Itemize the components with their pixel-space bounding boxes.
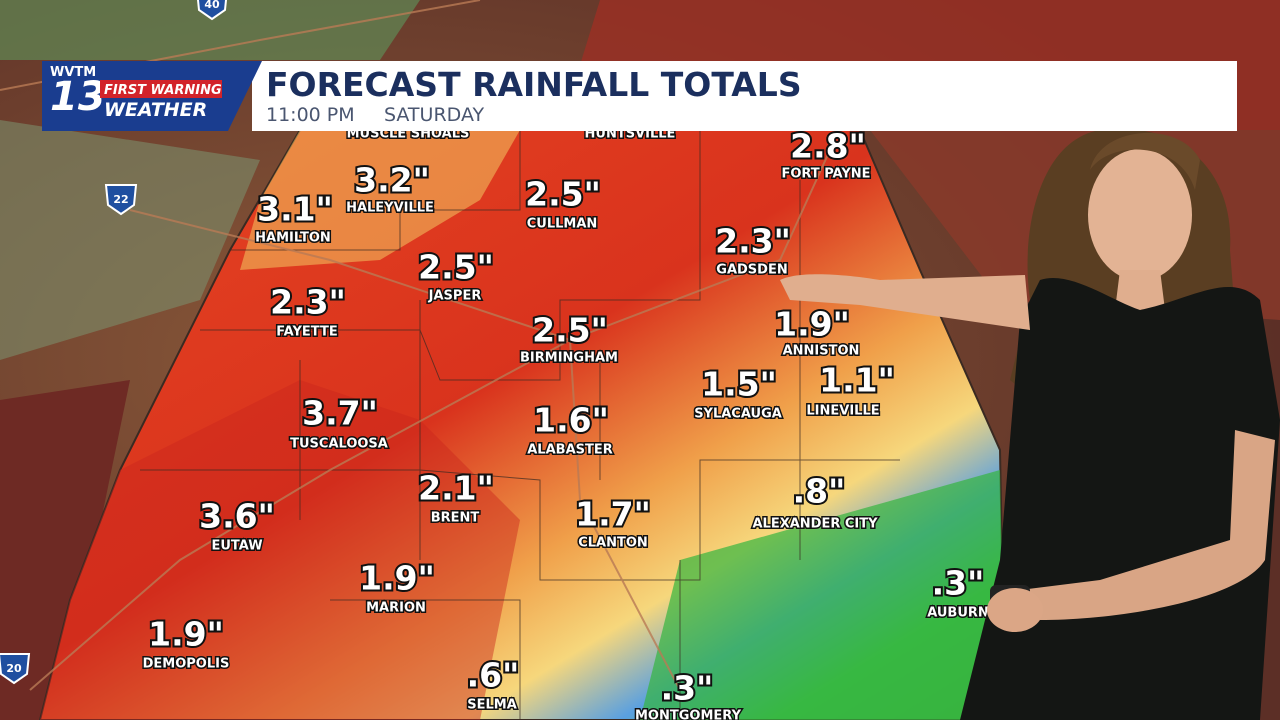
rainfall-amount: .8" — [793, 472, 846, 511]
city-name: BIRMINGHAM — [520, 351, 618, 366]
city-name: LINEVILLE — [806, 404, 879, 419]
rainfall-amount: 2.1" — [418, 469, 494, 508]
city-labels: MUSCLE SHOALS HUNTSVILLE 2.8"FORT PAYNE3.2… — [141, 125, 990, 720]
channel-number: 13 — [50, 74, 106, 120]
rainfall-amount: .3" — [932, 564, 985, 603]
city-name: ALABASTER — [527, 443, 613, 458]
shield — [0, 653, 31, 685]
highway-number: 40 — [204, 0, 220, 11]
brand-tag — [100, 80, 222, 98]
title-bar — [252, 61, 1237, 131]
city-name: MONTGOMERY — [635, 709, 742, 720]
presenter — [780, 128, 1280, 720]
city-name: GADSDEN — [716, 263, 787, 278]
rainfall-amount: 1.9" — [359, 559, 435, 598]
city-name: FORT PAYNE — [781, 167, 870, 182]
rainfall-amount: 2.3" — [715, 222, 791, 261]
rainfall-amount: 2.3" — [270, 283, 346, 322]
rainfall-amount: 2.5" — [525, 175, 601, 214]
brand-top: FIRST WARNING — [104, 83, 222, 98]
city-name: CULLMAN — [527, 217, 598, 232]
city-name: HALEYVILLE — [346, 201, 434, 216]
city-name: CLANTON — [578, 536, 648, 551]
city-name: SYLACAUGA — [694, 407, 782, 422]
city-name: TUSCALOOSA — [290, 437, 388, 452]
rainfall-amount: 1.9" — [148, 615, 224, 654]
day: SATURDAY — [384, 104, 484, 126]
rainfall-amount: 2.5" — [532, 311, 608, 350]
time: 11:00 PM — [266, 104, 355, 126]
rain-shading — [640, 470, 1005, 720]
title: FORECAST RAINFALL TOTALS — [266, 65, 802, 104]
shield — [196, 0, 228, 21]
shield — [104, 184, 138, 216]
rainfall-amount: .3" — [661, 669, 714, 708]
highway-number: 22 — [113, 193, 128, 206]
surrounding-rain — [0, 0, 420, 60]
city-name: EUTAW — [211, 539, 262, 554]
city-name: DEMOPOLIS — [143, 657, 230, 672]
rain-shading — [40, 380, 520, 720]
surrounding-rain — [0, 120, 260, 360]
rainfall-amount: 1.6" — [533, 401, 609, 440]
rain-shading — [240, 130, 520, 270]
city-name: BRENT — [431, 511, 480, 526]
rainfall-amount: .6" — [467, 656, 520, 695]
city-name: ALEXANDER CITY — [752, 517, 878, 532]
rainfall-amount: 1.5" — [701, 365, 777, 404]
city-name: MARION — [366, 601, 426, 616]
rainfall-amount: 3.6" — [199, 497, 275, 536]
rainfall-amount: 2.8" — [790, 127, 866, 166]
surrounding-rain — [0, 380, 130, 720]
rainfall-amount: 1.1" — [819, 361, 895, 400]
rainfall-amount: 2.5" — [418, 248, 494, 287]
city-name: HAMILTON — [255, 231, 331, 246]
highway-number: 20 — [6, 662, 22, 675]
station-name: WVTM — [50, 65, 96, 80]
header-banner: WVTM 13 FIRST WARNING WEATHER FORECAST R… — [42, 61, 1237, 131]
rainfall-amount: 3.1" — [257, 190, 333, 229]
rainfall-amount: 3.7" — [302, 394, 378, 433]
rainfall-amount: 1.9" — [774, 305, 850, 344]
city-name: FAYETTE — [276, 325, 337, 340]
city-name: ANNISTON — [783, 344, 860, 359]
county-lines — [140, 130, 900, 720]
city-name: JASPER — [428, 289, 482, 304]
brand-bottom: WEATHER — [104, 99, 207, 121]
rainfall-amount: 1.7" — [575, 495, 651, 534]
city-name: SELMA — [467, 698, 517, 713]
rainfall-amount: 3.2" — [354, 161, 430, 200]
highway-shields: 40 22 20 — [0, 0, 228, 685]
city-name: AUBURN — [927, 606, 989, 621]
